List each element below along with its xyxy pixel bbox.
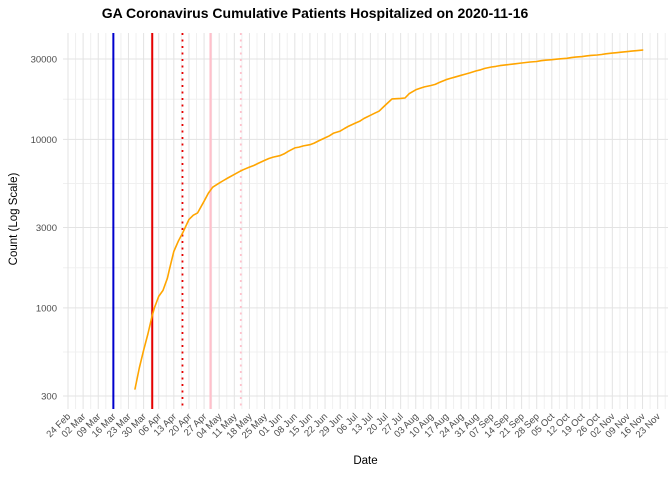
y-tick-label: 1000 [36,303,57,314]
y-tick-label: 3000 [36,223,57,234]
x-axis-title: Date [353,455,378,467]
data-line [134,49,644,390]
y-tick-label: 30000 [31,55,57,66]
chart-title: GA Coronavirus Cumulative Patients Hospi… [101,5,529,21]
y-tick-label: 10000 [31,135,57,146]
y-tick-label: 300 [41,392,57,403]
y-axis-title: Count (Log Scale) [8,172,20,266]
